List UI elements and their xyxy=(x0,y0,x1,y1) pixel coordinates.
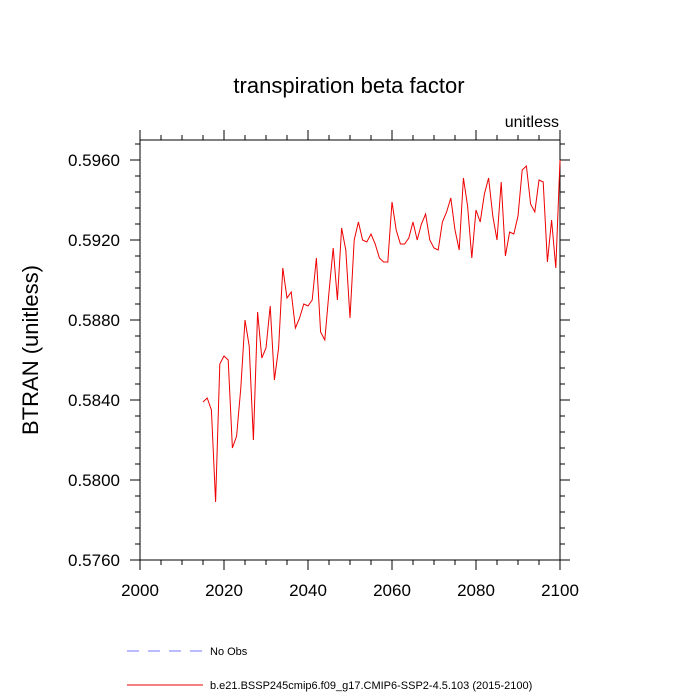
x-tick-label: 2080 xyxy=(457,581,495,600)
y-tick-label: 0.5800 xyxy=(68,471,120,490)
series-layer xyxy=(202,159,561,503)
plot-border xyxy=(139,139,561,561)
y-tick-label: 0.5760 xyxy=(68,551,120,570)
x-tick-label: 2100 xyxy=(541,581,579,600)
chart-title: transpiration beta factor xyxy=(233,73,464,98)
legend-label-model: b.e21.BSSP245cmip6.f09_g17.CMIP6-SSP2-4.… xyxy=(210,680,532,692)
y-tick-label: 0.5920 xyxy=(68,231,120,250)
legend-label-no-obs: No Obs xyxy=(210,646,248,658)
axis-ticks xyxy=(130,130,570,570)
x-tick-label: 2020 xyxy=(205,581,243,600)
plot-frame xyxy=(139,139,561,561)
y-axis-label: BTRAN (unitless) xyxy=(18,265,43,435)
legend: No Obs b.e21.BSSP245cmip6.f09_g17.CMIP6-… xyxy=(127,646,532,692)
x-tick-label: 2000 xyxy=(121,581,159,600)
y-tick-label: 0.5880 xyxy=(68,311,120,330)
x-tick-label: 2060 xyxy=(373,581,411,600)
x-tick-label: 2040 xyxy=(289,581,327,600)
units-label: unitless xyxy=(505,114,559,131)
axis-tick-labels: 2000 2020 2040 2060 2080 2100 0.5760 0.5800 0.58… xyxy=(68,151,579,600)
y-tick-label: 0.5960 xyxy=(68,151,120,170)
series-line xyxy=(202,159,561,503)
y-tick-label: 0.5840 xyxy=(68,391,120,410)
